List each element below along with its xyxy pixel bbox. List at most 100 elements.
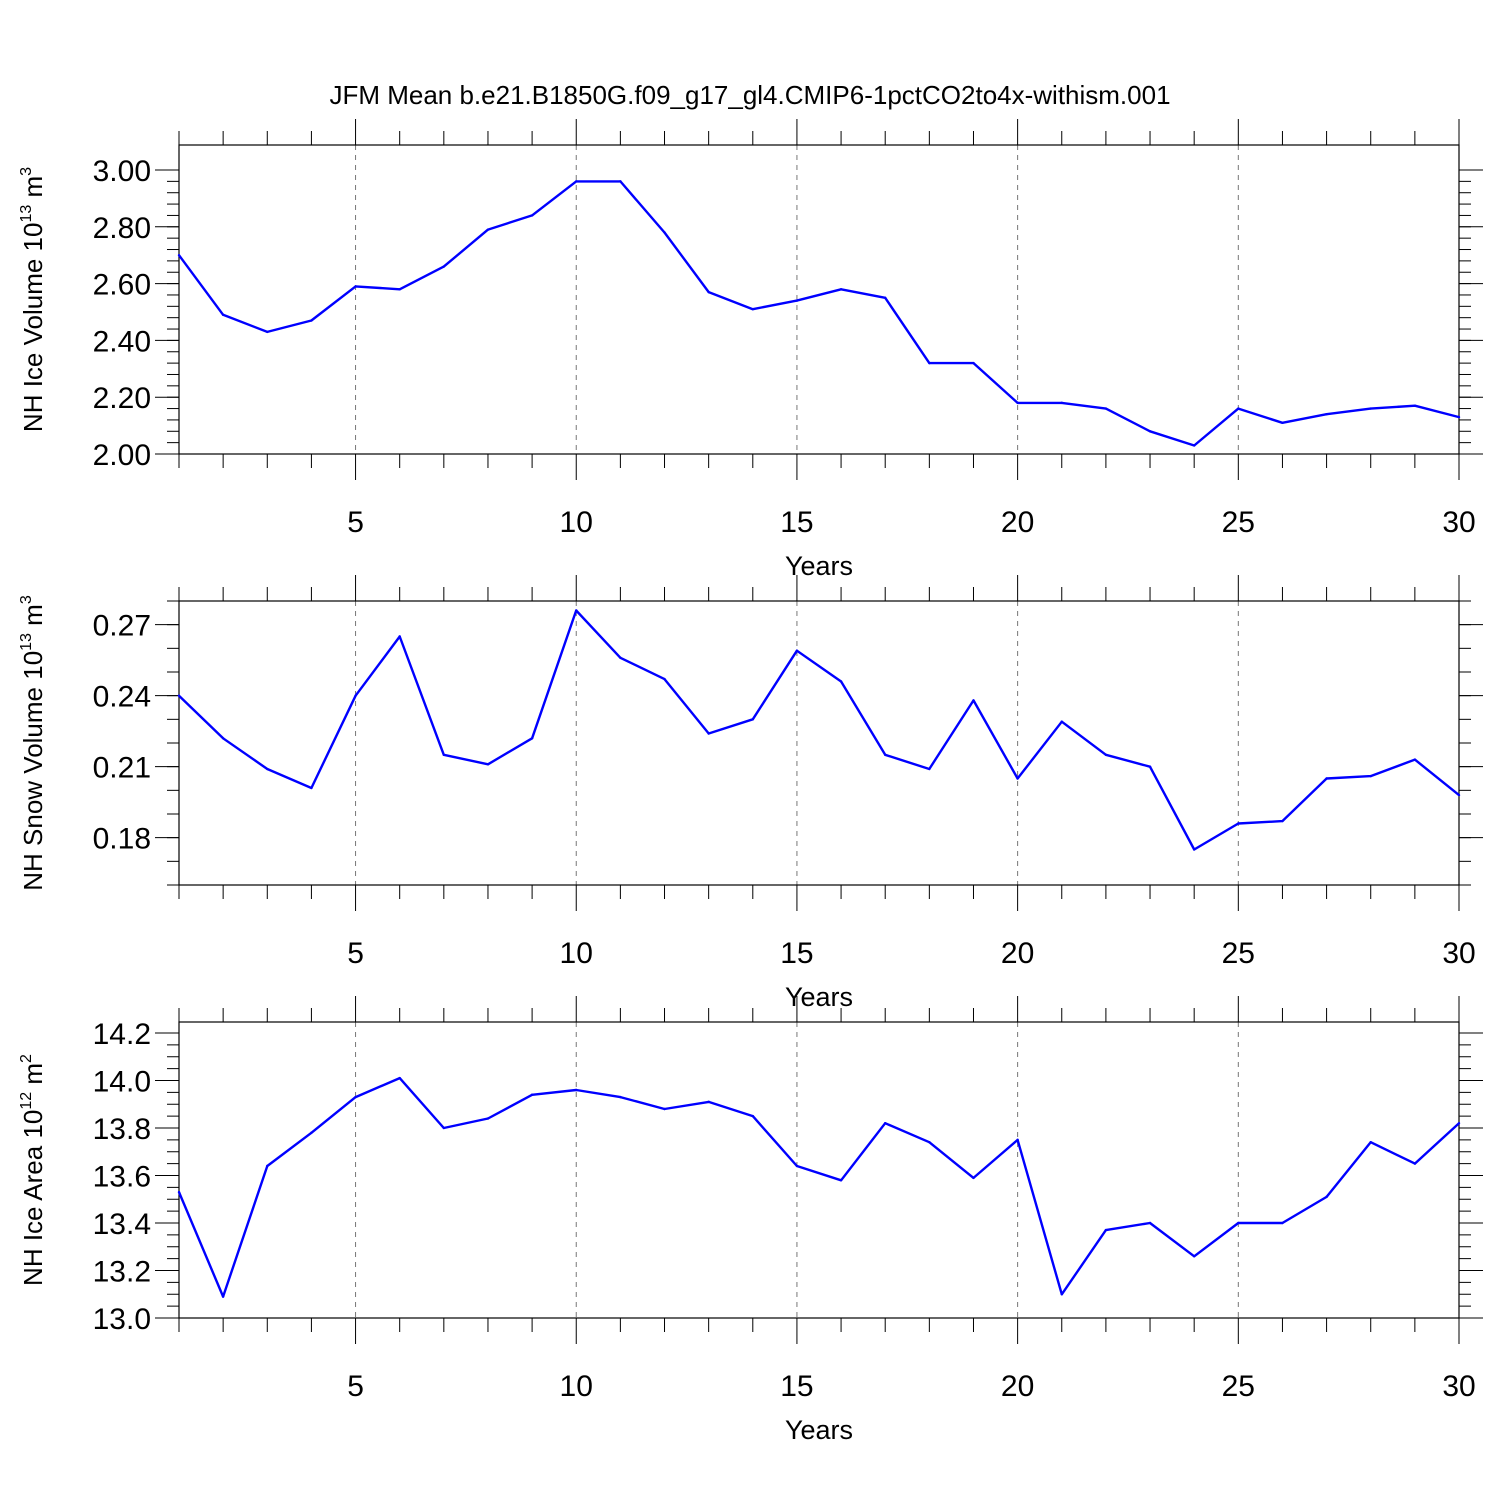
data-point: [795, 649, 799, 652]
y-tick-label: 2.40: [93, 325, 151, 358]
y-axis-label: NH Ice Volume 1013 m3: [18, 167, 48, 432]
data-point: [1369, 1141, 1372, 1144]
x-tick-label: 30: [1442, 506, 1475, 539]
data-point: [575, 609, 578, 612]
data-point: [663, 1107, 666, 1111]
plot-frame: [178, 144, 1460, 455]
data-point: [751, 718, 754, 721]
y-axis-label-unit-exponent: 2: [18, 1054, 35, 1063]
plot-frame: [178, 1021, 1460, 1319]
data-point: [266, 1164, 269, 1168]
data-point: [839, 288, 843, 291]
data-point: [442, 753, 446, 757]
data-point: [663, 231, 666, 234]
y-tick-label: 14.0: [93, 1066, 151, 1099]
series-line-ice-volume: [178, 180, 1460, 447]
data-point: [221, 313, 225, 317]
x-tick-label: 5: [347, 937, 364, 970]
y-tick-label: 13.4: [93, 1208, 151, 1241]
data-point: [1413, 758, 1417, 761]
data-point: [663, 677, 666, 681]
data-point: [619, 1095, 622, 1099]
data-point: [1104, 753, 1108, 757]
data-point: [1237, 822, 1240, 825]
data-point: [884, 753, 887, 757]
data-point: [398, 1076, 401, 1080]
data-point: [751, 307, 754, 311]
x-tick-label: 10: [560, 506, 593, 539]
data-point: [486, 763, 490, 766]
data-point: [486, 1117, 490, 1120]
data-point: [398, 635, 401, 638]
x-tick-label: 25: [1222, 1370, 1255, 1403]
data-point: [1369, 407, 1372, 410]
data-point: [707, 1100, 710, 1104]
y-tick-label: 2.00: [93, 439, 151, 472]
data-point: [530, 737, 534, 740]
y-axis-label-exponent: 13: [18, 633, 35, 651]
data-point: [310, 1131, 313, 1134]
data-point: [1325, 1195, 1328, 1199]
data-point: [177, 694, 181, 697]
data-point: [1016, 1138, 1019, 1142]
y-axis-label-unit: m: [18, 1063, 48, 1092]
data-point: [1457, 415, 1461, 419]
y-tick-label: 0.21: [93, 752, 151, 785]
data-point: [442, 1126, 446, 1130]
data-point: [1192, 848, 1196, 851]
data-point: [1148, 765, 1152, 768]
y-tick-label: 13.6: [93, 1161, 151, 1194]
data-point: [1148, 1221, 1152, 1225]
x-axis-label: Years: [785, 551, 853, 581]
data-point: [1413, 1162, 1417, 1165]
y-tick-label: 2.80: [93, 212, 151, 245]
y-tick-label: 0.24: [93, 681, 151, 714]
data-point: [1369, 774, 1372, 778]
y-axis-label-text: NH Ice Volume 10: [18, 223, 48, 433]
data-point: [1016, 777, 1019, 780]
series-line-snow-volume: [178, 609, 1460, 851]
y-tick-label: 13.0: [93, 1303, 151, 1336]
x-tick-label: 20: [1001, 1370, 1034, 1403]
y-axis-label-text: NH Snow Volume 10: [18, 651, 48, 891]
panel-ice-volume: 2.00 2.20 2.40 2.60 2.80 3.00 5 10 15 20 25 30 Years…: [18, 119, 1483, 581]
panel-snow-volume: 0.18 0.21 0.24 0.27 5 10 15 20 25 30 Years NH Snow …: [18, 575, 1483, 1012]
x-tick-label: 30: [1442, 1370, 1475, 1403]
data-point: [1060, 720, 1063, 723]
data-point: [354, 285, 357, 288]
x-tick-label: 15: [780, 937, 813, 970]
data-point: [266, 767, 269, 771]
data-point: [1413, 404, 1417, 407]
data-point: [221, 737, 225, 740]
y-tick-label: 2.60: [93, 269, 151, 302]
data-point: [1060, 401, 1063, 405]
data-point: [707, 732, 710, 735]
data-point: [1281, 819, 1284, 823]
data-point: [619, 656, 622, 659]
plot-frame: [178, 600, 1460, 886]
data-point: [398, 288, 401, 291]
y-axis-label-unit-exponent: 3: [18, 595, 35, 604]
data-point: [928, 1141, 931, 1144]
x-axis-label: Years: [785, 1415, 853, 1445]
chart-title: JFM Mean b.e21.B1850G.f09_g17_gl4.CMIP6-…: [329, 80, 1171, 110]
y-axis-label-exponent: 13: [18, 205, 35, 223]
data-point: [575, 180, 578, 183]
data-point: [884, 296, 887, 299]
data-point: [575, 1088, 578, 1092]
y-tick-label: 13.8: [93, 1113, 151, 1146]
data-point: [707, 290, 710, 294]
data-point: [1457, 1122, 1461, 1125]
data-point: [972, 361, 975, 365]
data-point: [1016, 401, 1019, 405]
data-point: [177, 254, 181, 257]
y-axis-label: NH Ice Area 1012 m2: [18, 1054, 48, 1286]
data-point: [221, 1295, 225, 1298]
data-point: [928, 361, 931, 365]
data-point: [1457, 793, 1461, 797]
y-axis-label: NH Snow Volume 1013 m3: [18, 595, 48, 891]
x-tick-label: 20: [1001, 506, 1034, 539]
data-point: [928, 767, 931, 771]
